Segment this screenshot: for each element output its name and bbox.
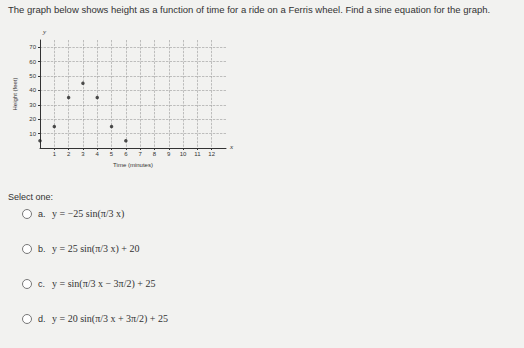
svg-text:3: 3 [81, 151, 85, 157]
svg-text:Height (feet): Height (feet) [12, 77, 18, 110]
svg-text:4: 4 [96, 151, 100, 157]
html-text:d.: d. [38, 313, 46, 324]
svg-text:7: 7 [138, 151, 142, 157]
html-text:Select one:: Select one: [8, 192, 53, 202]
html-text:a.: a. [38, 208, 46, 219]
html-text:c.: c. [38, 278, 45, 289]
html-text:y = 20 sin(π/3 x + 3π/2) + 25: y = 20 sin(π/3 x + 3π/2) + 25 [52, 313, 168, 324]
html-text:y = 25 sin(π/3 x) + 20: y = 25 sin(π/3 x) + 20 [52, 243, 140, 254]
svg-text:10: 10 [29, 131, 36, 137]
svg-text:5: 5 [110, 151, 114, 157]
svg-text:10: 10 [180, 151, 187, 157]
svg-text:6: 6 [124, 151, 128, 157]
html-text:y = −25 sin(π/3 x): y = −25 sin(π/3 x) [52, 208, 125, 219]
svg-text:50: 50 [29, 73, 36, 79]
html-text:y = sin(π/3 x − 3π/2) + 25: y = sin(π/3 x − 3π/2) + 25 [52, 278, 156, 289]
svg-text:8: 8 [153, 151, 157, 157]
svg-text:12: 12 [208, 151, 215, 157]
html-text:The graph below shows height a: The graph below shows height as a functi… [8, 4, 491, 15]
svg-text:40: 40 [29, 87, 36, 93]
svg-text:2: 2 [67, 151, 71, 157]
svg-text:Time (minutes): Time (minutes) [113, 162, 153, 168]
svg-text:11: 11 [194, 151, 201, 157]
svg-text:1: 1 [53, 151, 57, 157]
svg-text:x: x [229, 143, 234, 151]
svg-text:y: y [42, 28, 47, 36]
svg-text:60: 60 [29, 59, 36, 65]
svg-text:30: 30 [29, 102, 36, 108]
svg-text:70: 70 [29, 44, 36, 50]
svg-text:20: 20 [29, 116, 36, 122]
html-text:b.: b. [38, 243, 46, 254]
svg-text:9: 9 [167, 151, 171, 157]
